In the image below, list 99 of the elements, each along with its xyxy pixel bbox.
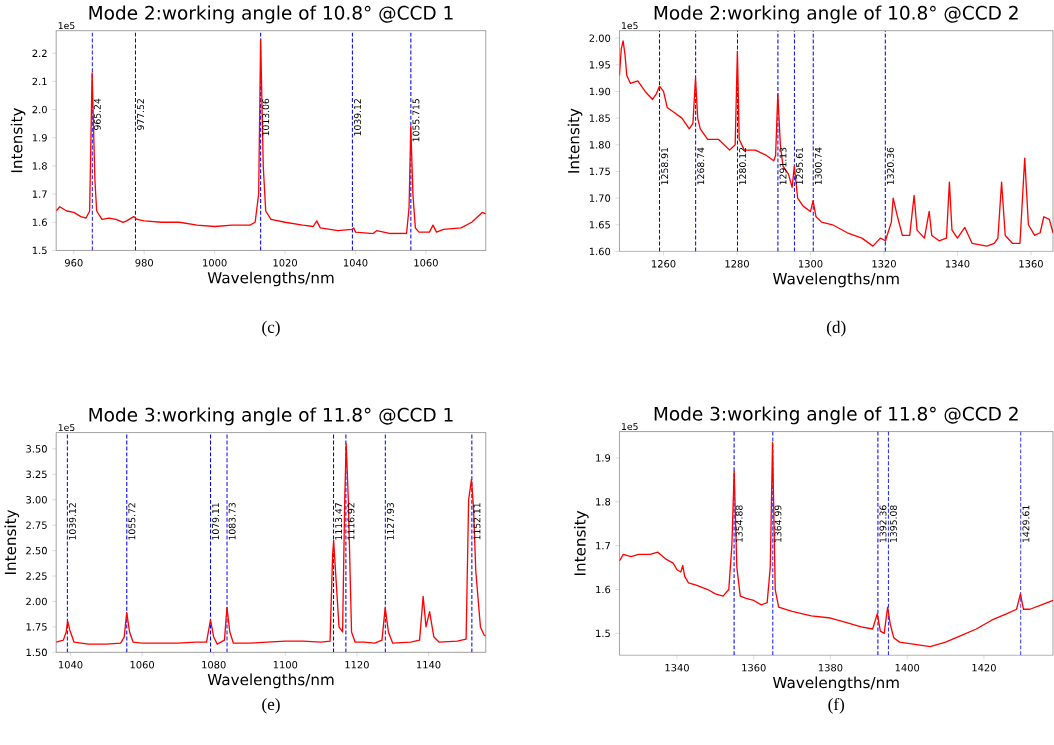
- ref-line-label: 1280.12: [739, 147, 747, 185]
- ref-line-label: 1429.61: [1022, 505, 1030, 542]
- ref-line-label: 1079.11: [212, 502, 220, 540]
- y-tick-label: 2.75: [26, 521, 47, 529]
- y-tick-label: 1.75: [26, 623, 47, 631]
- x-axis-title: Wavelengths/nm: [207, 673, 334, 689]
- y-tick-label: 1.7: [32, 190, 47, 198]
- y-axis-title: Intensity: [567, 108, 583, 173]
- y-tick-label: 1.95: [589, 60, 610, 69]
- y-tick-label: 3.00: [26, 495, 47, 504]
- y-tick-label: 1.6: [32, 218, 47, 226]
- y-tick-label: 1.7: [596, 541, 610, 550]
- ref-line-label: 1300.74: [814, 147, 822, 185]
- ref-line-label: 1291.13: [779, 147, 787, 185]
- ref-line-label: 1395.08: [889, 505, 897, 542]
- ref-line-label: 1320.36: [886, 147, 894, 185]
- x-tick-label: 1040: [344, 258, 368, 267]
- x-tick-label: 1360: [1019, 259, 1043, 268]
- y-tick-label: 1.85: [589, 114, 610, 122]
- y-tick-label: 1.60: [589, 247, 611, 255]
- ref-line-label: 1258.91: [661, 147, 669, 185]
- ref-line-label: 1268.74: [697, 147, 705, 185]
- text: 1e5: [622, 422, 638, 430]
- chart-title: Mode 3:working angle of 11.8° @CCD 1: [89, 407, 453, 426]
- ref-line-label: 977.52: [137, 98, 145, 130]
- y-tick-label: 2.50: [26, 546, 47, 555]
- text: (e): [262, 697, 280, 714]
- x-axis-title: Wavelengths/nm: [772, 676, 899, 692]
- text: (f): [828, 697, 845, 714]
- y-axis-title: Intensity: [10, 107, 26, 172]
- x-tick-label: 1360: [742, 663, 766, 672]
- ref-line-label: 1354.88: [735, 505, 743, 542]
- x-tick-label: 1380: [818, 663, 843, 672]
- ref-line-label: 1013.06: [262, 98, 270, 136]
- y-axis-title: Intensity: [573, 510, 589, 575]
- chart-title: Mode 2:working angle of 10.8° @CCD 1: [89, 5, 453, 24]
- y-tick-label: 2.00: [26, 597, 47, 606]
- ref-line-label: 1039.12: [68, 503, 76, 540]
- ref-line-label: 965.24: [93, 98, 101, 130]
- text: 1e5: [58, 423, 75, 431]
- y-tick-label: 1.8: [32, 161, 47, 170]
- ref-line-label: 1055.715: [412, 98, 420, 142]
- y-tick-label: 1.9: [596, 453, 611, 462]
- chart-title: Mode 2:working angle of 10.8° @CCD 2: [654, 5, 1018, 24]
- y-tick-label: 1.90: [589, 87, 611, 96]
- y-tick-label: 3.25: [26, 470, 47, 478]
- x-tick-label: 1060: [130, 660, 155, 669]
- y-tick-label: 2.1: [32, 77, 47, 85]
- y-tick-label: 1.65: [589, 220, 610, 229]
- y-tick-label: 2.25: [26, 572, 47, 580]
- y-tick-label: 1.5: [32, 246, 47, 254]
- x-tick-label: 1300: [799, 259, 823, 268]
- chart-title: Mode 3:working angle of 11.8° @CCD 2: [654, 406, 1018, 425]
- y-axis-title: Intensity: [4, 509, 20, 574]
- ref-line-label: 1039.12: [353, 98, 361, 136]
- y-tick-label: 1.5: [596, 629, 610, 637]
- x-axis-title: Wavelengths/nm: [772, 272, 899, 288]
- x-tick-label: 1320: [872, 259, 896, 268]
- text: (c): [262, 320, 280, 337]
- x-tick-label: 1140: [417, 660, 441, 669]
- x-tick-label: 1340: [945, 259, 970, 268]
- x-axis-title: Wavelengths/nm: [207, 271, 334, 287]
- y-tick-label: 2.0: [32, 105, 47, 114]
- y-tick-label: 1.8: [596, 497, 611, 506]
- text: 1e5: [58, 22, 75, 29]
- x-tick-label: 1400: [895, 663, 920, 672]
- y-tick-label: 3.50: [26, 444, 47, 453]
- x-tick-label: 980: [135, 258, 153, 267]
- ref-line-label: 1055.72: [128, 503, 136, 540]
- ref-line-label: 1392.36: [879, 505, 887, 542]
- ref-line-label: 1113.47: [335, 502, 343, 540]
- x-tick-label: 1000: [203, 258, 227, 267]
- text: (d): [826, 320, 846, 337]
- ref-line-label: 1127.93: [386, 502, 394, 540]
- ref-line-label: 1116.92: [347, 503, 355, 540]
- x-tick-label: 1120: [345, 660, 369, 669]
- y-tick-label: 1.50: [26, 648, 47, 656]
- ref-line-label: 1364.99: [774, 505, 782, 542]
- y-tick-label: 1.9: [32, 133, 47, 142]
- x-tick-label: 1100: [273, 660, 298, 669]
- y-tick-label: 2.00: [589, 34, 611, 42]
- y-tick-label: 1.75: [589, 167, 610, 175]
- ref-line-label: 1083.73: [228, 502, 236, 540]
- x-tick-label: 1040: [59, 660, 83, 669]
- y-tick-label: 1.6: [596, 585, 611, 594]
- x-tick-label: 1340: [665, 663, 689, 672]
- x-tick-label: 1020: [273, 258, 297, 267]
- y-tick-label: 2.2: [32, 49, 47, 57]
- y-tick-label: 1.70: [589, 194, 611, 202]
- y-tick-label: 1.80: [589, 140, 611, 149]
- x-tick-label: 1280: [725, 259, 749, 268]
- x-tick-label: 1260: [652, 259, 676, 268]
- x-tick-label: 960: [64, 258, 83, 267]
- x-tick-label: 1080: [202, 660, 226, 669]
- x-tick-label: 1420: [972, 663, 996, 672]
- ref-line-label: 1295.61: [795, 147, 803, 185]
- ref-line-label: 1152.11: [473, 502, 481, 540]
- text: 1e5: [622, 22, 638, 29]
- x-tick-label: 1060: [414, 258, 438, 267]
